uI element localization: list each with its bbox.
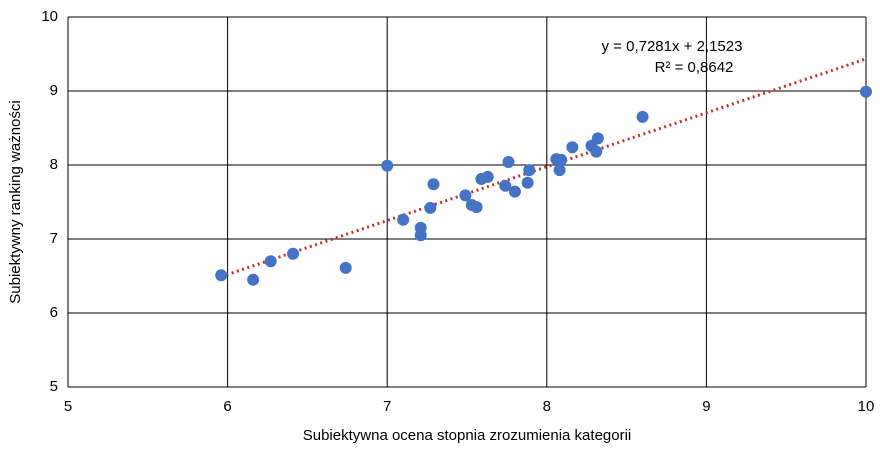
trend-r2: R² = 0,8642 (655, 59, 734, 76)
point (566, 141, 579, 154)
point (215, 269, 228, 282)
y-tick-label: 8 (50, 156, 58, 173)
point (459, 189, 472, 202)
point (381, 159, 394, 172)
point (508, 185, 521, 198)
point (860, 85, 872, 98)
x-tick-label: 6 (223, 398, 231, 415)
x-axis-label: Subiektywna ocena stopnia zrozumienia ka… (303, 427, 632, 444)
point (427, 178, 440, 191)
x-tick-label: 9 (702, 398, 710, 415)
point (523, 164, 536, 177)
point (555, 153, 568, 166)
y-tick-label: 9 (50, 82, 58, 99)
y-tick-label: 10 (41, 8, 58, 25)
point (521, 176, 534, 189)
trendline (220, 57, 867, 279)
point (397, 213, 410, 226)
point (470, 201, 483, 214)
point (636, 110, 649, 123)
x-tick-label: 5 (64, 398, 72, 415)
point (502, 156, 515, 169)
y-axis-label: Subiektywny ranking ważności (7, 100, 24, 303)
point (424, 201, 437, 214)
point (590, 145, 603, 158)
point (499, 179, 512, 192)
point (287, 247, 300, 260)
trend-equation: y = 0,7281x + 2,1523 (602, 38, 743, 55)
x-tick-label: 10 (858, 398, 875, 415)
point (553, 164, 566, 177)
x-tick-label: 7 (383, 398, 391, 415)
point (414, 229, 427, 242)
y-tick-label: 7 (50, 230, 58, 247)
point (339, 261, 352, 274)
point (481, 170, 494, 183)
y-tick-label: 5 (50, 378, 58, 395)
point (264, 255, 277, 268)
x-tick-label: 8 (543, 398, 551, 415)
point (591, 132, 604, 145)
y-tick-label: 6 (50, 304, 58, 321)
point (247, 273, 260, 286)
